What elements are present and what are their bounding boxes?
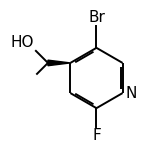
Text: HO: HO xyxy=(11,35,34,50)
Text: Br: Br xyxy=(88,10,105,25)
Text: F: F xyxy=(92,128,101,143)
Polygon shape xyxy=(48,60,70,66)
Text: N: N xyxy=(126,86,137,101)
